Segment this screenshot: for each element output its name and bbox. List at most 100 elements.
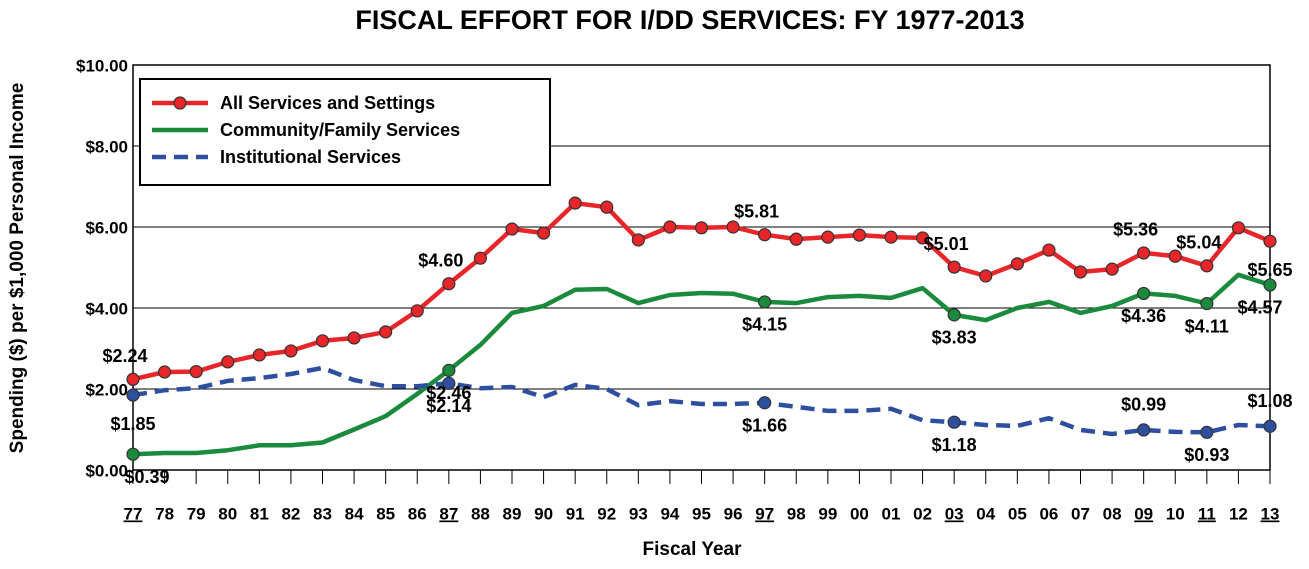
marker: [410, 304, 424, 318]
data-label: $2.24: [102, 346, 147, 366]
marker: [442, 376, 456, 390]
y-tick-label: $4.00: [85, 299, 128, 318]
marker: [505, 222, 519, 236]
marker: [568, 196, 582, 210]
marker: [442, 277, 456, 291]
series-line: [132, 272, 1271, 457]
legend-box: [139, 78, 551, 186]
x-tick-label: 82: [281, 504, 300, 523]
marker: [1263, 234, 1277, 248]
marker: [126, 447, 140, 461]
data-label: $0.99: [1121, 395, 1166, 415]
marker: [1137, 286, 1151, 301]
data-label: $5.04: [1176, 233, 1221, 253]
marker: [758, 295, 772, 309]
x-tick-label: 12: [1229, 504, 1248, 523]
marker: [347, 331, 361, 345]
legend-marker: [173, 96, 187, 110]
marker: [694, 221, 709, 235]
marker: [1137, 423, 1151, 437]
marker: [1200, 296, 1214, 311]
x-tick-label: 05: [1008, 504, 1027, 523]
x-tick-label: 78: [155, 504, 174, 523]
x-tick-label: 97: [755, 504, 774, 523]
marker: [758, 228, 772, 242]
x-tick-label: 89: [503, 504, 522, 523]
marker: [852, 228, 867, 242]
x-axis-label: Fiscal Year: [643, 539, 743, 560]
marker: [1042, 243, 1056, 257]
marker: [821, 230, 835, 244]
marker: [473, 251, 488, 265]
x-tick-label: 92: [597, 504, 616, 523]
marker: [157, 365, 172, 379]
marker: [379, 325, 393, 339]
x-tick-label: 86: [408, 504, 427, 523]
data-label: $5.65: [1247, 260, 1292, 280]
marker: [536, 226, 551, 240]
data-label: $4.11: [1185, 316, 1229, 336]
data-label: $4.60: [418, 250, 463, 270]
marker: [1168, 249, 1182, 263]
marker: [1263, 419, 1277, 433]
data-label: $2.14: [426, 396, 471, 416]
marker: [1231, 221, 1246, 235]
x-tick-label: 09: [1134, 504, 1153, 523]
x-tick-label: 93: [629, 504, 648, 523]
x-tick-label: 07: [1071, 504, 1090, 523]
marker: [126, 388, 140, 402]
marker: [126, 372, 140, 386]
y-axis-label: Spending ($) per $1,000 Personal Income: [7, 83, 28, 454]
marker: [1200, 259, 1214, 273]
marker: [600, 200, 614, 214]
x-tick-label: 80: [218, 504, 237, 523]
marker: [979, 269, 993, 283]
data-label: $0.93: [1184, 445, 1229, 465]
x-tick-label: 00: [850, 504, 869, 523]
x-tick-label: 13: [1261, 504, 1280, 523]
marker: [758, 396, 772, 410]
data-label: $1.85: [110, 414, 155, 434]
marker: [631, 233, 645, 247]
x-tick-label: 88: [471, 504, 490, 523]
data-label: $0.39: [124, 467, 169, 487]
y-tick-label: $6.00: [85, 218, 128, 237]
y-tick-label: $2.00: [85, 380, 128, 399]
x-tick-label: 83: [313, 504, 332, 523]
data-label: $5.36: [1113, 220, 1158, 240]
series-line: [132, 365, 1271, 437]
x-tick-label: 08: [1103, 504, 1122, 523]
marker: [284, 344, 298, 358]
data-label: $4.36: [1121, 306, 1166, 326]
legend-label: Institutional Services: [220, 147, 401, 167]
x-tick-label: 81: [250, 504, 269, 523]
x-tick-label: 10: [1166, 504, 1185, 523]
legend: All Services and Settings Community/Famil…: [139, 78, 551, 186]
data-label: $1.18: [932, 435, 977, 455]
x-tick-label: 84: [345, 504, 364, 523]
y-tick-label: $0.00: [85, 461, 128, 480]
y-tick-label: $8.00: [85, 137, 128, 156]
x-tick-label: 03: [945, 504, 964, 523]
marker: [663, 220, 677, 234]
marker: [947, 260, 961, 274]
marker: [947, 415, 961, 429]
marker: [1137, 246, 1151, 260]
x-tick-label: 96: [724, 504, 743, 523]
marker: [252, 348, 266, 362]
x-tick-label: 06: [1039, 504, 1058, 523]
marker: [221, 355, 235, 369]
x-tick-label: 94: [660, 504, 679, 523]
marker: [1105, 262, 1119, 276]
data-label: $4.57: [1237, 298, 1282, 318]
x-tick-label: 99: [818, 504, 837, 523]
data-label: $1.66: [742, 416, 787, 436]
y-tick-label: $10.00: [76, 56, 128, 75]
x-tick-label: 98: [787, 504, 806, 523]
data-label: $5.81: [734, 201, 779, 221]
marker: [442, 363, 456, 377]
x-tick-label: 02: [913, 504, 932, 523]
x-tick-label: 79: [187, 504, 206, 523]
x-tick-label: 90: [534, 504, 553, 523]
